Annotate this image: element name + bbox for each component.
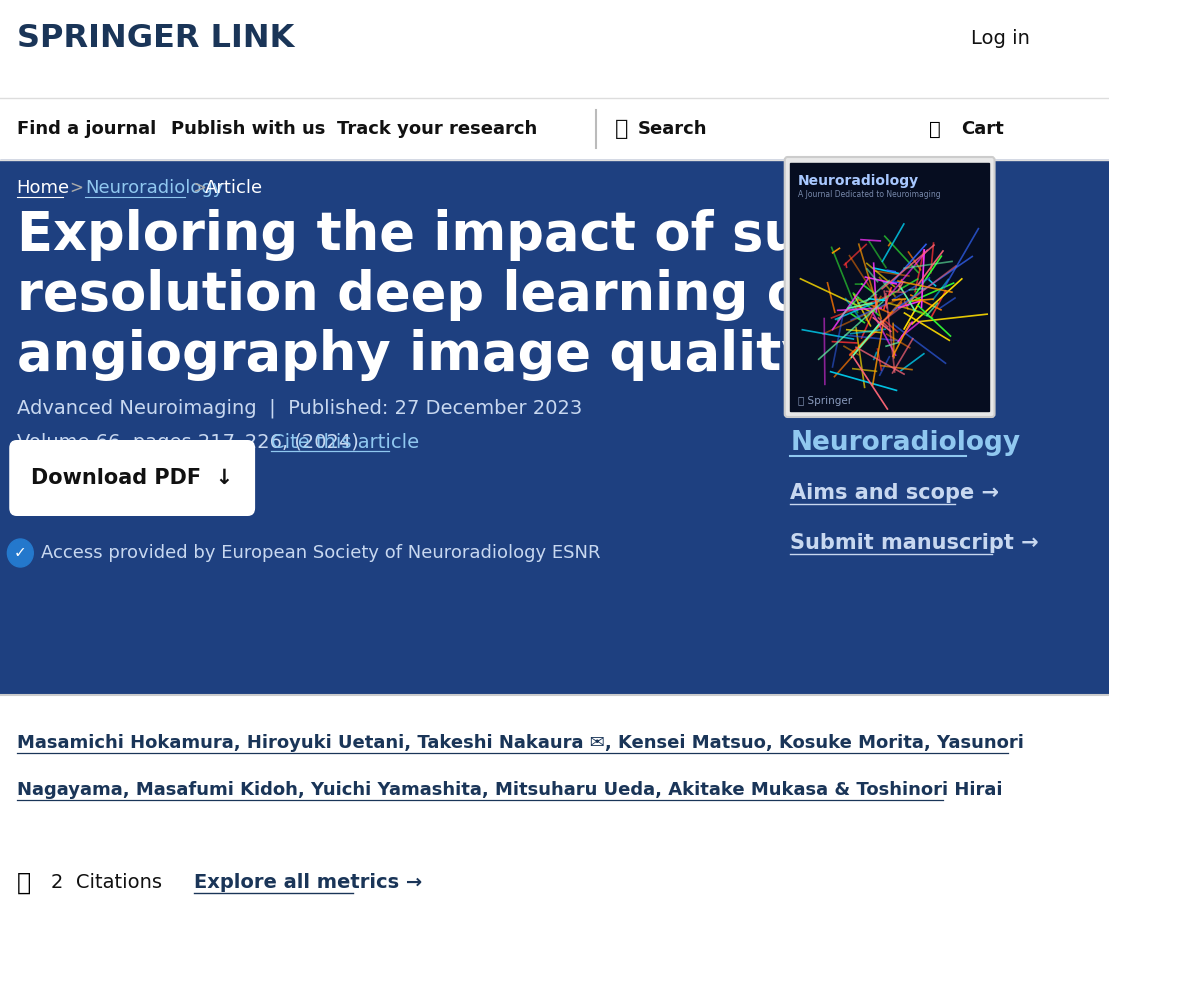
- Text: Aims and scope →: Aims and scope →: [791, 483, 1000, 503]
- Text: Nagayama, Masafumi Kidoh, Yuichi Yamashita, Mitsuharu Ueda, Akitake Mukasa & Tos: Nagayama, Masafumi Kidoh, Yuichi Yamashi…: [17, 781, 1002, 799]
- Text: angiography image quality: angiography image quality: [17, 329, 815, 381]
- Text: Ⓢ Springer: Ⓢ Springer: [798, 396, 852, 406]
- Text: Download PDF  ↓: Download PDF ↓: [31, 468, 233, 488]
- Text: Volume 66, pages 217–226, (2024): Volume 66, pages 217–226, (2024): [17, 432, 359, 451]
- Text: Publish with us: Publish with us: [170, 120, 325, 138]
- Text: Log in: Log in: [971, 29, 1030, 48]
- Text: A Journal Dedicated to Neuroimaging: A Journal Dedicated to Neuroimaging: [798, 190, 941, 199]
- Text: ⌕: ⌕: [614, 119, 628, 139]
- Text: Track your research: Track your research: [337, 120, 538, 138]
- Text: SPRINGER LINK: SPRINGER LINK: [17, 23, 294, 54]
- Text: Article: Article: [205, 179, 263, 197]
- Text: Cite this article: Cite this article: [271, 432, 420, 451]
- Text: Explore all metrics →: Explore all metrics →: [194, 873, 422, 892]
- Text: ✓: ✓: [14, 546, 26, 561]
- Bar: [791, 163, 989, 411]
- Text: Cart: Cart: [961, 120, 1004, 138]
- Text: Neuroradiology: Neuroradiology: [85, 179, 223, 197]
- Text: 💬: 💬: [17, 871, 31, 895]
- Text: 🛒: 🛒: [929, 120, 941, 139]
- Text: Submit manuscript →: Submit manuscript →: [791, 533, 1039, 553]
- Text: resolution deep learning on MR: resolution deep learning on MR: [17, 269, 952, 321]
- Text: Search: Search: [637, 120, 707, 138]
- Bar: [0, 0, 1109, 160]
- Text: Advanced Neuroimaging  |  Published: 27 December 2023: Advanced Neuroimaging | Published: 27 De…: [17, 398, 582, 418]
- Bar: [0, 695, 1109, 998]
- Text: Home: Home: [17, 179, 70, 197]
- Text: Exploring the impact of super-: Exploring the impact of super-: [17, 209, 922, 261]
- Text: Access provided by European Society of Neuroradiology ESNR: Access provided by European Society of N…: [41, 544, 600, 562]
- Text: Neuroradiology: Neuroradiology: [791, 430, 1020, 456]
- Text: 2  Citations: 2 Citations: [50, 873, 162, 892]
- Text: Masamichi Hokamura, Hiroyuki Uetani, Takeshi Nakaura ✉, Kensei Matsuo, Kosuke Mo: Masamichi Hokamura, Hiroyuki Uetani, Tak…: [17, 734, 1024, 752]
- Text: Neuroradiology: Neuroradiology: [798, 174, 919, 188]
- Text: Find a journal: Find a journal: [17, 120, 156, 138]
- FancyBboxPatch shape: [785, 157, 995, 417]
- Text: >: >: [70, 179, 83, 197]
- FancyBboxPatch shape: [10, 440, 256, 516]
- Text: >: >: [192, 179, 206, 197]
- Bar: [0, 160, 1109, 695]
- Circle shape: [7, 539, 34, 567]
